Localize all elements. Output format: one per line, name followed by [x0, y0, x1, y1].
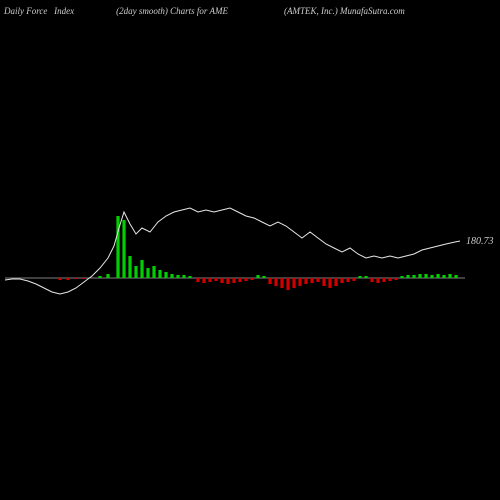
force-bar	[298, 278, 301, 286]
force-bar	[400, 276, 403, 278]
force-bar	[442, 275, 445, 278]
force-bar	[158, 270, 161, 278]
force-bar	[170, 274, 173, 278]
force-bar	[208, 278, 211, 282]
force-bar	[382, 278, 385, 282]
force-bar	[448, 274, 451, 278]
force-bar	[232, 278, 235, 283]
force-bar	[182, 275, 185, 278]
force-bar	[292, 278, 295, 288]
force-bar	[262, 276, 265, 278]
chart-header: Daily Force Index (2day smooth) Charts f…	[0, 6, 500, 26]
force-bar	[82, 278, 85, 279]
force-bar	[358, 276, 361, 278]
force-bar	[66, 278, 69, 280]
force-bar	[310, 278, 313, 283]
force-bar	[152, 266, 155, 278]
force-bar	[238, 278, 241, 282]
force-bar	[176, 275, 179, 278]
force-bar	[196, 278, 199, 282]
force-bar	[304, 278, 307, 284]
force-bar	[220, 278, 223, 283]
force-bar	[454, 275, 457, 278]
header-right: (AMTEK, Inc.) MunafaSutra.com	[284, 6, 405, 26]
force-bar	[98, 276, 101, 278]
force-bar	[424, 274, 427, 278]
force-bar	[340, 278, 343, 283]
force-bar	[430, 275, 433, 278]
force-bar	[74, 278, 77, 279]
force-bar	[388, 278, 391, 281]
force-bar	[412, 275, 415, 278]
force-bar	[280, 278, 283, 288]
force-bar	[214, 278, 217, 281]
force-bar	[244, 278, 247, 281]
force-bar	[328, 278, 331, 288]
force-bar	[418, 274, 421, 278]
force-bar	[268, 278, 271, 284]
force-bar	[364, 276, 367, 278]
force-bar	[116, 216, 119, 278]
force-bar	[188, 276, 191, 278]
force-bar	[226, 278, 229, 284]
header-left: Daily Force Index	[4, 6, 74, 26]
force-bar	[202, 278, 205, 283]
force-bar	[58, 278, 61, 280]
force-bar	[164, 272, 167, 278]
force-bar	[406, 275, 409, 278]
header-mid: (2day smooth) Charts for AME	[116, 6, 228, 26]
force-bar	[322, 278, 325, 286]
price-label: 180.73	[466, 236, 494, 247]
force-bar	[394, 278, 397, 280]
force-bar	[376, 278, 379, 283]
force-bar	[286, 278, 289, 290]
force-bar	[250, 278, 253, 280]
force-bar	[346, 278, 349, 282]
force-bar	[146, 268, 149, 278]
force-bar	[134, 266, 137, 278]
force-bar	[436, 274, 439, 278]
force-bar	[370, 278, 373, 282]
chart-container: 180.73 Daily Force Index (2day smooth) C…	[0, 0, 500, 500]
force-bar	[122, 220, 125, 278]
force-bar	[316, 278, 319, 282]
force-bar	[274, 278, 277, 286]
force-bar	[106, 274, 109, 278]
force-bar	[256, 275, 259, 278]
force-bar	[128, 256, 131, 278]
force-bar	[334, 278, 337, 286]
force-bar	[140, 260, 143, 278]
force-index-chart: 180.73	[0, 0, 500, 500]
force-bar	[352, 278, 355, 281]
chart-background	[0, 0, 500, 500]
